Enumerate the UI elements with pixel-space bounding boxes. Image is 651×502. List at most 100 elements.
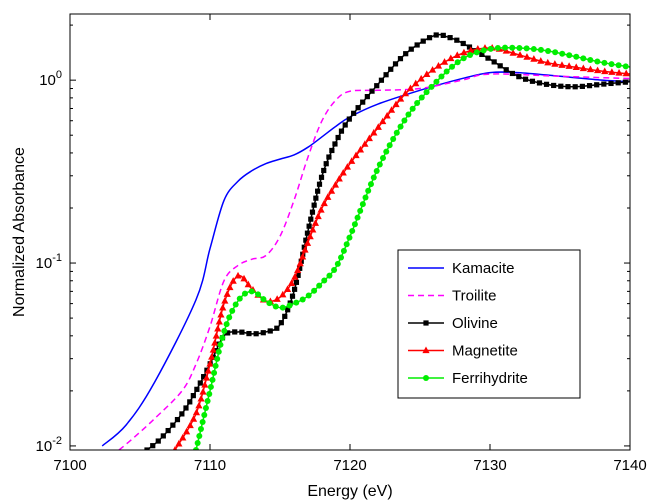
marker-olivine <box>338 128 345 134</box>
marker-magnetite <box>212 331 220 339</box>
marker-magnetite <box>356 145 365 153</box>
legend-marker <box>423 375 429 381</box>
marker-olivine <box>397 56 404 62</box>
marker-ferrihydrite <box>211 369 218 376</box>
marker-magnetite <box>586 65 595 73</box>
marker-magnetite <box>199 388 207 395</box>
marker-ferrihydrite <box>473 49 480 56</box>
marker-olivine <box>346 116 352 122</box>
marker-ferrihydrite <box>537 46 544 53</box>
marker-olivine <box>516 74 522 80</box>
marker-ferrihydrite <box>386 142 393 149</box>
marker-ferrihydrite <box>509 44 516 51</box>
marker-olivine <box>369 88 375 94</box>
marker-magnetite <box>551 60 559 67</box>
marker-magnetite <box>434 61 443 69</box>
marker-ferrihydrite <box>357 207 364 214</box>
marker-olivine <box>278 320 284 326</box>
marker-ferrihydrite <box>523 45 530 52</box>
marker-ferrihydrite <box>334 260 341 267</box>
marker-magnetite <box>523 53 531 60</box>
marker-olivine <box>285 307 291 313</box>
marker-magnetite <box>383 111 391 119</box>
marker-olivine <box>165 427 171 434</box>
marker-ferrihydrite <box>545 47 552 54</box>
marker-olivine <box>309 209 316 215</box>
marker-ferrihydrite <box>494 44 501 51</box>
marker-magnetite <box>299 252 307 260</box>
series-olivine <box>144 32 630 450</box>
marker-ferrihydrite <box>393 129 400 136</box>
marker-ferrihydrite <box>221 327 228 334</box>
marker-olivine <box>318 174 325 180</box>
marker-olivine <box>509 70 515 77</box>
marker-ferrihydrite <box>354 214 361 221</box>
marker-magnetite <box>306 232 314 240</box>
marker-magnetite <box>204 367 212 374</box>
marker-olivine <box>289 293 296 299</box>
marker-magnetite <box>387 106 396 113</box>
marker-olivine <box>608 80 614 87</box>
marker-olivine <box>460 40 466 47</box>
marker-magnetite <box>343 163 352 170</box>
marker-magnetite <box>283 285 292 292</box>
legend-item-kamacite: Kamacite <box>408 260 515 277</box>
marker-magnetite <box>215 317 223 325</box>
marker-olivine <box>388 66 394 72</box>
marker-ferrihydrite <box>321 277 328 284</box>
marker-olivine <box>160 433 166 439</box>
marker-magnetite <box>296 259 304 267</box>
marker-olivine <box>503 67 509 73</box>
marker-olivine <box>311 202 317 208</box>
marker-magnetite <box>294 266 302 273</box>
x-tick-label: 7110 <box>194 457 226 474</box>
marker-ferrihydrite <box>223 321 230 328</box>
marker-olivine <box>414 42 420 48</box>
marker-olivine <box>383 72 389 78</box>
marker-ferrihydrite <box>351 221 358 228</box>
marker-olivine <box>447 35 453 41</box>
marker-ferrihydrite <box>299 296 306 303</box>
marker-olivine <box>293 279 300 285</box>
marker-ferrihydrite <box>401 117 408 124</box>
marker-ferrihydrite <box>232 301 239 308</box>
marker-magnetite <box>324 193 332 200</box>
legend-label: Kamacite <box>452 260 515 277</box>
marker-ferrihydrite <box>608 61 615 68</box>
marker-olivine <box>497 63 503 69</box>
marker-ferrihydrite <box>414 100 421 107</box>
marker-ferrihydrite <box>390 135 397 142</box>
marker-magnetite <box>217 310 225 318</box>
marker-olivine <box>558 83 564 89</box>
marker-ferrihydrite <box>311 287 318 294</box>
marker-magnetite <box>339 168 347 176</box>
marker-magnetite <box>537 57 545 64</box>
marker-olivine <box>536 80 543 86</box>
marker-magnetite <box>392 100 400 108</box>
marker-olivine <box>239 329 245 335</box>
marker-olivine <box>360 99 366 105</box>
marker-olivine <box>321 167 327 174</box>
marker-ferrihydrite <box>443 68 450 75</box>
marker-magnetite <box>544 58 552 66</box>
y-tick-label: 100 <box>39 69 62 89</box>
marker-ferrihydrite <box>286 302 293 309</box>
series-troilite <box>118 73 630 450</box>
y-axis-label: Normalized Absorbance <box>11 147 28 317</box>
marker-ferrihydrite <box>480 47 487 54</box>
marker-olivine <box>316 181 323 187</box>
marker-ferrihydrite <box>365 187 372 194</box>
marker-magnetite <box>615 68 623 76</box>
marker-magnetite <box>186 421 194 429</box>
marker-magnetite <box>192 408 201 416</box>
marker-magnetite <box>273 295 281 302</box>
marker-ferrihydrite <box>326 272 333 279</box>
marker-magnetite <box>530 55 538 62</box>
marker-ferrihydrite <box>566 52 573 59</box>
marker-olivine <box>622 79 628 85</box>
marker-ferrihydrite <box>449 63 456 70</box>
marker-ferrihydrite <box>594 58 601 65</box>
marker-ferrihydrite <box>409 105 416 112</box>
marker-ferrihydrite <box>207 383 214 390</box>
marker-olivine <box>313 195 319 201</box>
